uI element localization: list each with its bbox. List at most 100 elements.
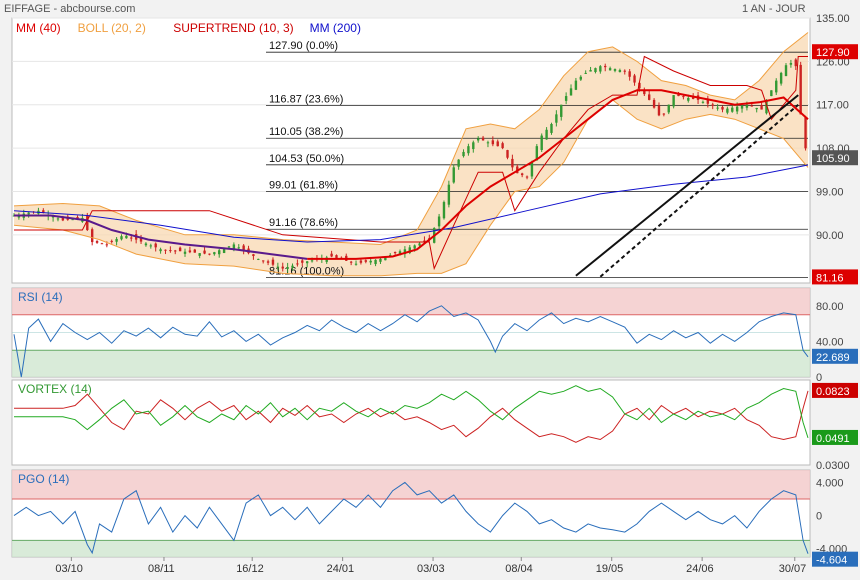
candle-body [110, 240, 113, 242]
vortex-minus-tag-bg [812, 382, 858, 398]
legend-item: SUPERTREND (10, 3) [173, 21, 293, 35]
price-tag: 105.90 [816, 153, 850, 165]
rsi-line [13, 305, 809, 378]
vortex-plus-line [14, 385, 809, 439]
candle-body [623, 70, 626, 72]
candle-body [144, 243, 148, 246]
candle-body [178, 247, 182, 252]
candle-body [213, 252, 216, 255]
candle-body [584, 72, 587, 74]
fibonacci-label: 91.16 (78.6%) [269, 217, 338, 229]
candle-body [61, 217, 65, 221]
candle-body [389, 255, 392, 257]
indicator-legend: PGO (14) [18, 472, 69, 486]
candle-body [27, 212, 30, 215]
candle-body [384, 256, 387, 261]
candle-body [652, 99, 656, 108]
candle-body [638, 82, 641, 89]
candle-body [237, 247, 240, 249]
candle-body [462, 151, 465, 157]
candle-body [418, 243, 421, 246]
vortex-plus-tag: 0.0491 [816, 433, 850, 445]
indicator-tick-label: 4.000 [816, 477, 844, 489]
candle-body [750, 105, 754, 107]
candle-body [286, 267, 289, 269]
candle-body [183, 251, 187, 254]
candle-body [266, 261, 270, 263]
candle-body [789, 62, 793, 65]
price-tick-label: 126.00 [816, 56, 850, 68]
candle-body [755, 107, 758, 110]
candle-body [731, 107, 734, 112]
candle-body [100, 243, 104, 245]
candle-body [281, 266, 284, 269]
candle-body [506, 150, 509, 158]
candle-body [86, 214, 89, 230]
price-tag: 81.16 [816, 272, 844, 284]
price-tick-label: 99.00 [816, 186, 844, 198]
candle-body [105, 244, 109, 246]
candle-body [437, 216, 441, 227]
candle-body [261, 260, 265, 262]
candle-body [203, 250, 206, 254]
x-tick-label: 19/05 [596, 563, 624, 575]
candle-body [154, 243, 157, 248]
candle-body [765, 99, 768, 114]
vortex-minus-line [14, 390, 809, 443]
indicator-legend: VORTEX (14) [18, 382, 92, 396]
candle-body [227, 246, 231, 248]
chart-title: EIFFAGE - abcbourse.com [4, 3, 136, 15]
candle-body [574, 80, 578, 90]
indicator-tick-label: 0 [816, 511, 822, 523]
pgo-line [13, 481, 809, 555]
price-tag-bg [812, 44, 858, 60]
candle-body [496, 141, 499, 147]
vortex-minus-tag: 0.0823 [816, 386, 850, 398]
candle-body [369, 260, 372, 263]
candle-body [95, 240, 99, 243]
x-tick-label: 16/12 [236, 563, 264, 575]
candle-body [628, 71, 631, 77]
candle-body [349, 261, 353, 263]
price-tag: 127.90 [816, 47, 850, 59]
candle-body [42, 210, 45, 213]
candle-body [491, 140, 495, 145]
oversold-zone [12, 540, 810, 557]
candle-body [701, 101, 705, 103]
candle-body [354, 263, 358, 265]
candle-body [716, 107, 719, 109]
x-tick-label: 08/04 [505, 563, 533, 575]
candle-body [115, 238, 118, 242]
panel-2 [11, 379, 811, 466]
candle-body [310, 260, 314, 262]
trendline-solid [575, 94, 799, 277]
candle-body [335, 255, 338, 258]
candle-body [740, 105, 744, 109]
candle-body [550, 124, 553, 133]
candle-body [452, 167, 455, 183]
candle-body [130, 237, 133, 239]
candle-body [594, 68, 597, 72]
candle-body [139, 237, 143, 242]
price-tick-label: 90.00 [816, 230, 844, 242]
candle-body [71, 219, 74, 221]
candle-body [447, 184, 451, 205]
vortex-plus-tag-bg [812, 429, 858, 445]
rsi-value-tag-bg [812, 348, 858, 364]
candle-body [643, 90, 646, 95]
price-tick-label: 117.00 [816, 100, 849, 112]
candle-body [359, 260, 363, 263]
candle-body [735, 106, 739, 112]
candle-body [467, 146, 470, 154]
candle-body [564, 96, 568, 101]
candle-body [398, 251, 402, 256]
period-label: 1 AN - JOUR [742, 3, 806, 15]
candle-body [726, 108, 729, 113]
indicator-tick-label: 0.0300 [816, 460, 850, 472]
indicator-tick-label: 40.00 [816, 336, 844, 348]
candle-body [374, 259, 377, 265]
candle-body [364, 260, 368, 262]
candle-body [164, 249, 167, 251]
candle-body [589, 70, 592, 72]
oversold-zone [12, 350, 810, 377]
